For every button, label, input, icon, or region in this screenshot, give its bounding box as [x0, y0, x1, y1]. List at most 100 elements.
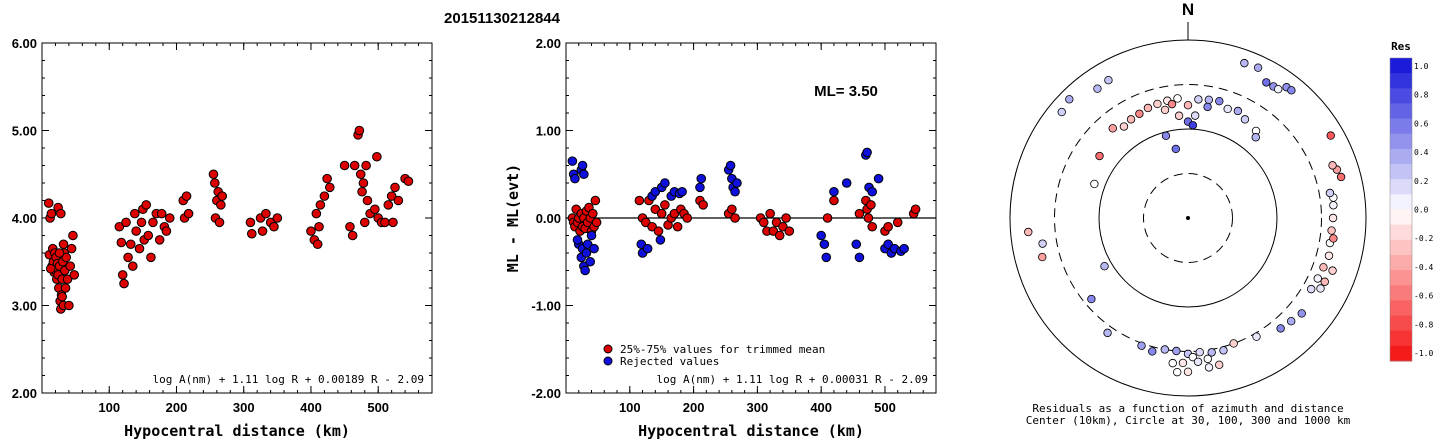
x-tick-label: 100	[98, 400, 120, 415]
data-point	[57, 291, 67, 302]
y-tick-label: -1.00	[531, 299, 561, 314]
station-point	[1188, 352, 1198, 362]
x-tick-label: 500	[874, 400, 896, 415]
data-point	[261, 208, 271, 219]
colorbar-tick-label: 0.8	[1414, 91, 1429, 100]
colorbar-tick-label: 0.2	[1414, 177, 1429, 186]
colorbar-swatch	[1390, 103, 1412, 120]
data-point	[146, 252, 156, 263]
station-point	[1329, 201, 1338, 210]
data-point	[141, 200, 152, 210]
data-point	[572, 235, 583, 245]
data-point	[899, 243, 909, 254]
station-point	[1204, 363, 1214, 372]
data-point	[696, 173, 707, 184]
data-point	[62, 274, 73, 285]
data-point	[660, 178, 670, 188]
data-point	[127, 261, 138, 271]
station-point	[1195, 347, 1204, 357]
data-point	[66, 243, 77, 254]
colorbar-swatch	[1390, 345, 1412, 362]
colorbar-swatch	[1390, 270, 1412, 286]
data-point	[119, 278, 129, 289]
data-point	[829, 195, 839, 206]
data-point	[732, 178, 742, 188]
station-point	[1297, 309, 1306, 318]
station-point	[1160, 105, 1170, 115]
y-tick-label: 5.00	[12, 124, 37, 139]
data-point	[269, 221, 279, 232]
colorbar-swatch	[1390, 179, 1412, 195]
station-point	[1143, 103, 1153, 113]
station-point	[1190, 111, 1200, 120]
station-point	[1119, 122, 1129, 131]
station-point	[1148, 347, 1157, 356]
distance-ring	[1143, 173, 1233, 263]
data-point	[730, 213, 740, 223]
data-point	[380, 217, 390, 228]
colorbar-swatch	[1390, 254, 1412, 271]
data-point	[355, 169, 366, 180]
station-point	[1326, 131, 1335, 140]
station-point	[1087, 294, 1096, 304]
station-point	[1172, 346, 1181, 356]
data-point	[570, 173, 580, 184]
data-point	[161, 226, 172, 236]
station-point	[1188, 121, 1198, 130]
data-point	[653, 226, 664, 236]
data-point	[730, 186, 740, 197]
station-point	[1329, 234, 1338, 243]
data-point	[587, 208, 598, 219]
station-point	[1215, 96, 1224, 106]
data-point	[388, 217, 398, 228]
panel-residual-map: N Residuals as a function of azimuth and …	[1009, 0, 1367, 427]
data-point	[370, 204, 380, 215]
colorbar-tick-label: 0.0	[1414, 206, 1429, 215]
legend-marker	[603, 356, 613, 366]
data-point	[148, 217, 158, 228]
colorbar-swatch	[1390, 118, 1412, 135]
data-point	[577, 160, 588, 171]
colorbar-label: Res	[1391, 40, 1411, 53]
colorbar-tick-label: 0.4	[1414, 148, 1429, 157]
data-point	[829, 186, 839, 197]
data-point	[816, 230, 826, 241]
station-point	[1306, 284, 1316, 294]
data-point	[372, 151, 382, 162]
data-point	[46, 208, 57, 219]
data-point	[851, 239, 862, 250]
colorbar-tick-label: -0.2	[1414, 234, 1433, 243]
data-point	[349, 160, 360, 171]
distance-ring	[1054, 84, 1322, 352]
colorbar-tick-label: 1.0	[1414, 62, 1429, 71]
colorbar-swatch	[1390, 148, 1412, 165]
data-point	[359, 217, 370, 228]
data-point	[58, 239, 69, 250]
station-point	[1153, 99, 1162, 109]
colorbar-swatch	[1390, 194, 1412, 210]
data-point	[56, 208, 66, 219]
legend-marker	[603, 344, 613, 354]
data-point	[361, 160, 371, 171]
data-point	[390, 182, 400, 193]
data-point	[311, 208, 322, 219]
distance-ring	[1098, 128, 1278, 308]
legend-label: 25%-75% values for trimmed mean	[620, 343, 825, 356]
station-point	[1167, 99, 1177, 109]
y-tick-label: 6.00	[12, 36, 37, 51]
station-point	[1316, 284, 1325, 293]
epicenter-marker	[1186, 216, 1190, 220]
station-point	[1203, 102, 1212, 112]
data-point	[883, 221, 893, 232]
data-point	[123, 252, 133, 263]
x-tick-label: 100	[619, 400, 641, 415]
data-point	[181, 191, 192, 201]
station-point	[1240, 115, 1250, 124]
data-point	[61, 252, 72, 263]
data-point	[585, 256, 596, 267]
colorbar-swatch	[1390, 58, 1412, 74]
data-point	[245, 217, 256, 228]
data-point	[892, 217, 903, 228]
colorbar-swatch	[1390, 209, 1412, 226]
data-point	[208, 169, 219, 180]
